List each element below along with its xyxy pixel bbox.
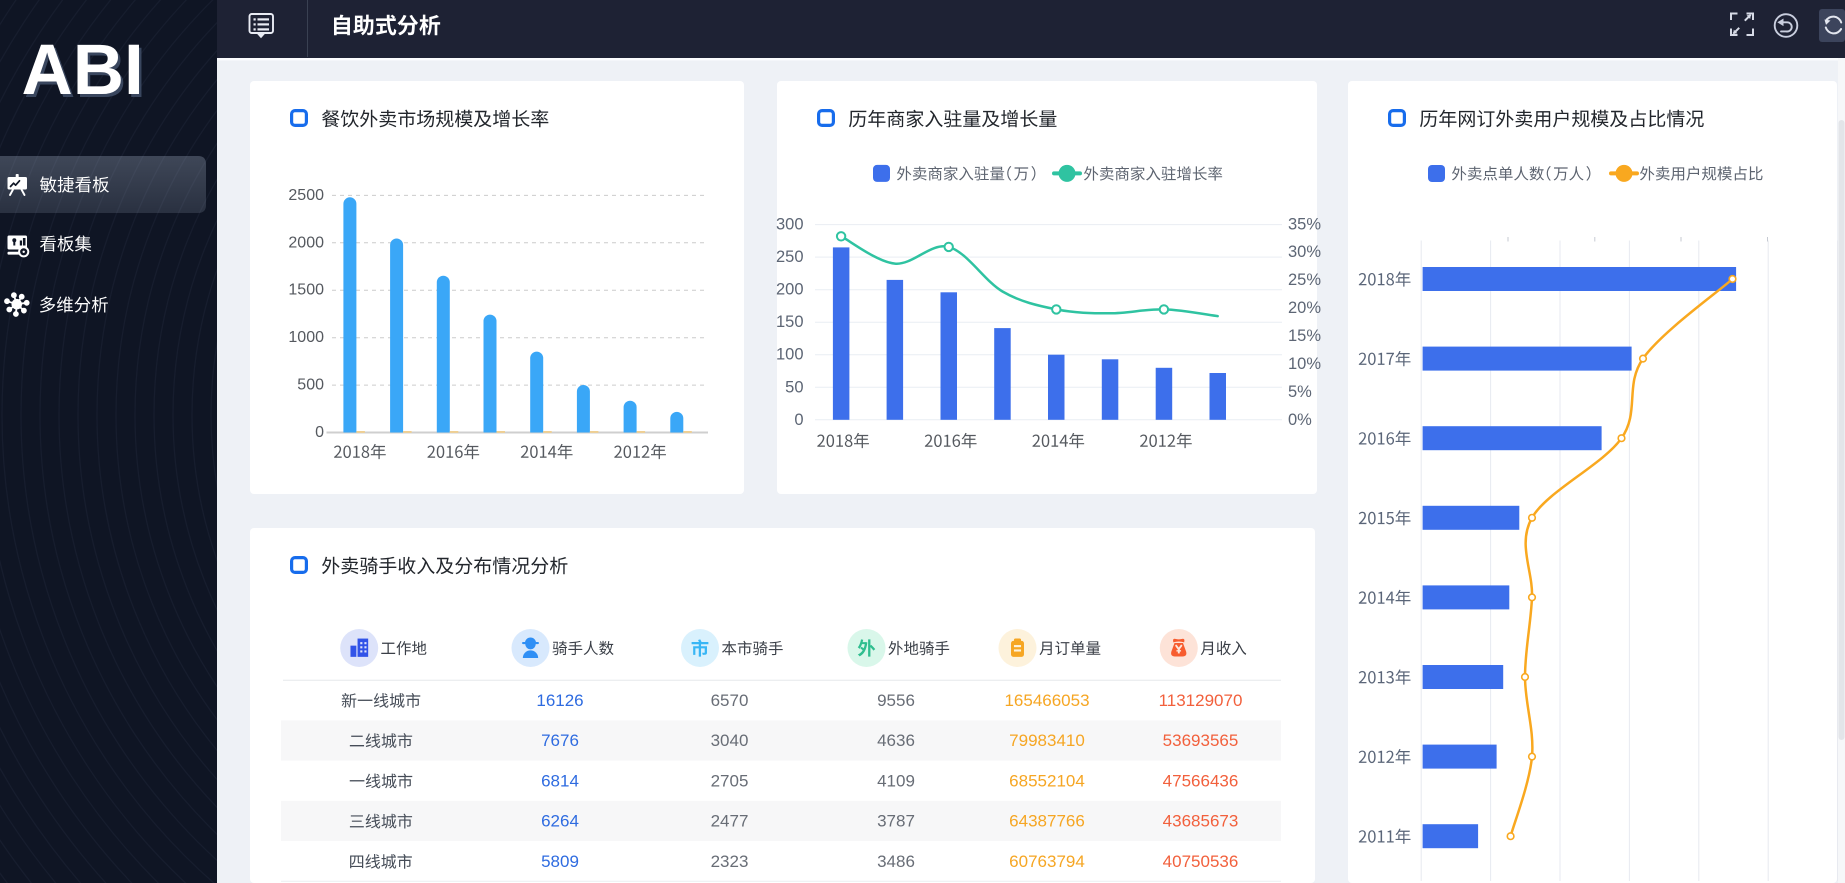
svg-text:150: 150 <box>776 313 804 331</box>
svg-text:16126: 16126 <box>536 691 583 710</box>
svg-text:113129070: 113129070 <box>1159 691 1243 710</box>
svg-text:60763794: 60763794 <box>1009 852 1085 871</box>
svg-text:2500: 2500 <box>288 187 324 204</box>
svg-text:79983410: 79983410 <box>1009 731 1085 750</box>
svg-text:5%: 5% <box>1288 383 1312 401</box>
svg-text:2477: 2477 <box>711 812 749 831</box>
svg-text:43685673: 43685673 <box>1163 812 1239 831</box>
svg-text:2705: 2705 <box>711 771 749 790</box>
svg-text:2000: 2000 <box>288 234 324 251</box>
svg-text:30%: 30% <box>1288 243 1321 261</box>
svg-text:53693565: 53693565 <box>1163 731 1239 750</box>
svg-text:200: 200 <box>776 281 804 299</box>
svg-text:15%: 15% <box>1288 327 1321 345</box>
svg-text:1500: 1500 <box>288 282 324 299</box>
svg-text:4636: 4636 <box>877 731 915 750</box>
svg-text:2323: 2323 <box>711 852 749 871</box>
svg-text:50: 50 <box>785 378 803 396</box>
svg-text:68552104: 68552104 <box>1009 771 1085 790</box>
svg-text:250: 250 <box>776 248 804 266</box>
svg-text:9556: 9556 <box>877 691 915 710</box>
svg-text:0: 0 <box>315 424 324 441</box>
svg-text:500: 500 <box>297 377 324 394</box>
svg-text:1000: 1000 <box>288 329 324 346</box>
svg-text:300: 300 <box>776 216 804 234</box>
svg-text:3486: 3486 <box>877 852 915 871</box>
svg-text:25%: 25% <box>1288 271 1321 289</box>
svg-text:6264: 6264 <box>541 812 579 831</box>
svg-text:3040: 3040 <box>711 731 749 750</box>
svg-text:3787: 3787 <box>877 812 915 831</box>
svg-text:10%: 10% <box>1288 355 1321 373</box>
svg-text:40750536: 40750536 <box>1163 852 1239 871</box>
svg-text:165466053: 165466053 <box>1004 691 1089 710</box>
svg-text:7676: 7676 <box>541 731 579 750</box>
svg-text:ABI: ABI <box>24 34 146 113</box>
svg-text:20%: 20% <box>1288 299 1321 317</box>
svg-text:0%: 0% <box>1288 411 1312 429</box>
svg-text:35%: 35% <box>1288 215 1321 233</box>
svg-text:47566436: 47566436 <box>1163 771 1239 790</box>
svg-text:ABI: ABI <box>22 31 144 110</box>
svg-text:6570: 6570 <box>711 691 749 710</box>
svg-text:6814: 6814 <box>541 771 579 790</box>
svg-text:5809: 5809 <box>541 852 579 871</box>
svg-text:64387766: 64387766 <box>1009 812 1085 831</box>
svg-text:100: 100 <box>776 346 804 364</box>
svg-text:0: 0 <box>794 411 803 429</box>
svg-text:4109: 4109 <box>877 771 915 790</box>
